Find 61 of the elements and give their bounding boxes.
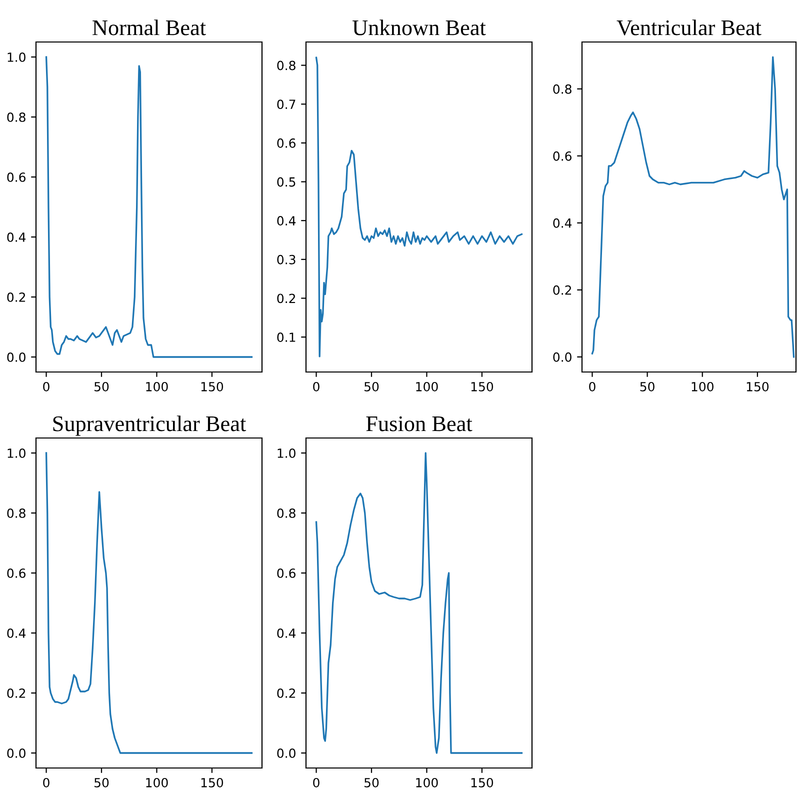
y-tick-label: 0.4	[7, 232, 26, 242]
y-tick-label: 0.8	[277, 508, 296, 518]
line-series	[591, 56, 795, 358]
y-tick-label: 1.0	[8, 52, 26, 62]
y-tick-label: 0.6	[7, 172, 26, 182]
y-tick-label: 0.1	[277, 332, 296, 342]
chart-title: Fusion Beat	[366, 416, 472, 432]
x-tick-label: 150	[201, 778, 224, 788]
y-tick-label: 0.6	[277, 568, 296, 578]
line-series	[315, 56, 523, 358]
x-tick-label: 0	[313, 382, 320, 392]
y-tick-label: 0.6	[277, 138, 296, 148]
y-tick-label: 0.3	[277, 254, 296, 264]
y-tick-label: 0.4	[553, 218, 572, 228]
x-tick-label: 150	[201, 382, 224, 392]
x-tick-label: 100	[146, 382, 168, 392]
y-tick-label: 0.4	[7, 628, 26, 638]
y-tick-label: 0.8	[277, 60, 296, 70]
y-tick-label: 0.6	[553, 151, 572, 161]
y-tick-label: 0.2	[553, 285, 572, 295]
y-tick-label: 0.0	[7, 748, 26, 758]
line-series	[45, 56, 253, 358]
x-tick-label: 150	[746, 382, 769, 392]
y-tick-label: 0.2	[7, 688, 26, 698]
x-tick-label: 0	[313, 778, 320, 788]
y-tick-label: 0.0	[553, 352, 572, 362]
chart-title: Supraventricular Beat	[53, 416, 246, 436]
y-tick-label: 0.8	[7, 112, 26, 122]
y-tick-label: 0.2	[7, 292, 26, 302]
y-tick-label: 0.2	[277, 688, 296, 698]
x-tick-label: 0	[589, 382, 596, 392]
line-series	[45, 452, 253, 754]
x-tick-label: 100	[416, 778, 438, 788]
y-tick-label: 0.0	[7, 352, 26, 362]
x-tick-label: 150	[471, 778, 494, 788]
x-tick-label: 150	[471, 382, 494, 392]
y-tick-label: 0.8	[553, 84, 572, 94]
x-tick-label: 50	[94, 382, 109, 392]
chart-title: Unknown Beat	[352, 20, 486, 36]
line-series	[315, 452, 523, 754]
y-tick-label: 0.4	[277, 628, 296, 638]
x-tick-label: 100	[692, 382, 714, 392]
x-tick-label: 50	[364, 382, 379, 392]
y-tick-label: 1.0	[278, 448, 296, 458]
x-tick-label: 0	[43, 382, 50, 392]
y-tick-label: 0.7	[277, 100, 296, 110]
y-tick-label: 0.2	[277, 294, 296, 304]
x-tick-label: 50	[364, 778, 379, 788]
chart-title: Normal Beat	[92, 20, 206, 36]
x-tick-label: 100	[416, 382, 438, 392]
y-tick-label: 0.6	[7, 568, 26, 578]
y-tick-label: 0.8	[7, 508, 26, 518]
x-tick-label: 50	[640, 382, 654, 392]
x-tick-label: 100	[146, 778, 168, 788]
y-tick-label: 1.0	[8, 448, 26, 458]
x-tick-label: 0	[43, 778, 50, 788]
x-tick-label: 50	[94, 778, 109, 788]
chart-title: Ventricular Beat	[616, 20, 762, 36]
y-tick-label: 0.0	[277, 748, 296, 758]
y-tick-label: 0.5	[277, 177, 296, 187]
y-tick-label: 0.4	[277, 216, 296, 226]
